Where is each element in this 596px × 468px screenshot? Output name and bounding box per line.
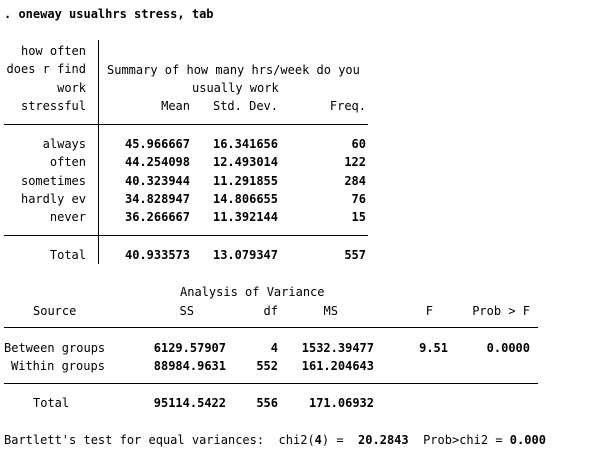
anova-header-rule xyxy=(4,327,538,328)
row-sd: 11.291855 xyxy=(212,174,278,188)
anova-col-ss: SS xyxy=(179,304,194,318)
row-label: always xyxy=(42,137,86,151)
row-label: never xyxy=(49,210,86,224)
anova-row-f: 9.51 xyxy=(419,341,448,355)
total-label: Total xyxy=(49,248,86,262)
anova-col-prob: Prob > F xyxy=(472,304,530,318)
col-header-freq: Freq. xyxy=(329,99,366,113)
total-mean: 40.933573 xyxy=(124,248,190,262)
anova-total-ms: 171.06932 xyxy=(308,396,374,410)
anova-row-label: Between groups xyxy=(4,341,106,355)
row-freq: 284 xyxy=(344,174,366,188)
bartlett-chi2-pre: chi2( xyxy=(278,433,315,447)
row-mean: 44.254098 xyxy=(124,155,190,169)
anova-total-label: Total xyxy=(33,396,70,410)
row-label: hardly ev xyxy=(20,192,86,206)
anova-title: Analysis of Variance xyxy=(180,285,325,299)
row-mean: 45.966667 xyxy=(124,137,190,151)
row-sd: 12.493014 xyxy=(212,155,278,169)
anova-row-label: Within groups xyxy=(11,359,105,373)
summary-title-line2: usually work xyxy=(192,81,279,95)
row-freq: 122 xyxy=(344,155,366,169)
command-line: . oneway usualhrs stress, tab xyxy=(4,7,214,21)
row-header-line3: work xyxy=(57,81,86,95)
anova-col-source: Source xyxy=(33,304,77,318)
row-mean: 34.828947 xyxy=(124,192,190,206)
row-sd: 11.392144 xyxy=(212,210,278,224)
bartlett-line: Bartlett's test for equal variances: chi… xyxy=(4,433,546,447)
row-header-line2: does r find xyxy=(6,62,86,76)
summary-title-line1: Summary of how many hrs/week do you xyxy=(107,63,360,77)
col-header-mean: Mean xyxy=(161,99,190,113)
anova-row-ms: 161.204643 xyxy=(301,359,374,373)
anova-total-rule xyxy=(4,383,538,384)
bartlett-prob-value: 0.000 xyxy=(509,433,546,447)
bartlett-chi2-df: 4 xyxy=(314,433,322,447)
bartlett-chi2-post: ) = xyxy=(321,433,344,447)
bartlett-chi2-value: 20.2843 xyxy=(358,433,409,447)
anova-total-ss: 95114.5422 xyxy=(153,396,226,410)
row-sd: 14.806655 xyxy=(212,192,278,206)
total-freq: 557 xyxy=(344,248,366,262)
anova-total-df: 556 xyxy=(256,396,278,410)
anova-row-df: 552 xyxy=(256,359,278,373)
anova-row-ss: 88984.9631 xyxy=(153,359,226,373)
row-header-line1: how often xyxy=(20,44,86,58)
bartlett-text: Bartlett's test for equal variances: xyxy=(4,433,265,447)
anova-col-ms: MS xyxy=(323,304,338,318)
row-header-line4: stressful xyxy=(20,99,86,113)
row-freq: 76 xyxy=(351,192,366,206)
bartlett-prob-label: Prob>chi2 = xyxy=(423,433,503,447)
row-mean: 36.266667 xyxy=(124,210,190,224)
total-sd: 13.079347 xyxy=(212,248,278,262)
anova-row-ms: 1532.39477 xyxy=(301,341,374,355)
anova-col-df: df xyxy=(263,304,278,318)
anova-row-ss: 6129.57907 xyxy=(153,341,226,355)
summary-total-rule xyxy=(4,235,368,236)
summary-header-rule xyxy=(4,124,368,125)
row-freq: 15 xyxy=(351,210,366,224)
anova-col-f: F xyxy=(425,304,433,318)
anova-row-df: 4 xyxy=(270,341,278,355)
summary-vertical-divider xyxy=(98,40,99,264)
anova-row-prob: 0.0000 xyxy=(486,341,530,355)
row-label: sometimes xyxy=(20,174,86,188)
col-header-sd: Std. Dev. xyxy=(212,99,278,113)
row-mean: 40.323944 xyxy=(124,174,190,188)
row-sd: 16.341656 xyxy=(212,137,278,151)
row-label: often xyxy=(49,155,86,169)
row-freq: 60 xyxy=(351,137,366,151)
